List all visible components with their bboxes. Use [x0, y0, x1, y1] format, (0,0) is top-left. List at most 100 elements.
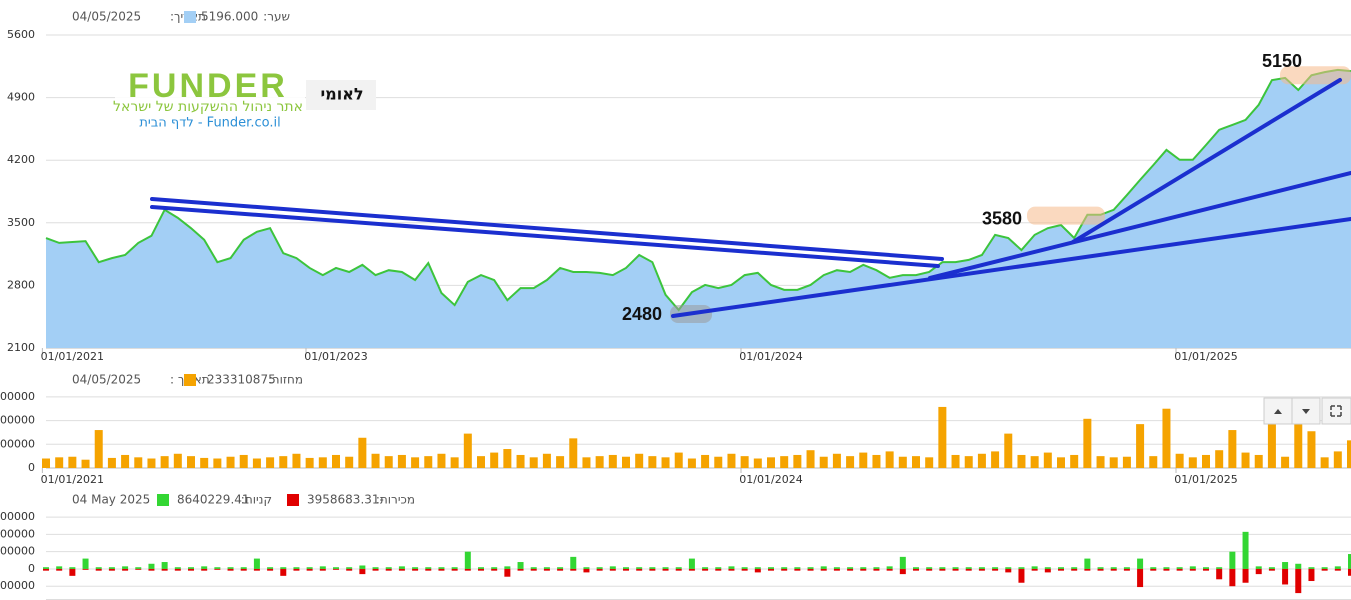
- y-tick-label: 0: [28, 562, 35, 575]
- volume-bar: [55, 457, 64, 468]
- volume-bar: [1057, 457, 1065, 468]
- y-tick-label: 2100: [7, 341, 35, 354]
- volume-bar: [1122, 456, 1131, 468]
- y-tick-label: 0: [28, 461, 35, 474]
- fullscreen-button[interactable]: [1321, 397, 1351, 425]
- sell-bar: [161, 568, 168, 571]
- volume-bar: [318, 457, 327, 468]
- logo-box[interactable]: [115, 72, 305, 130]
- sell-bar: [1031, 568, 1038, 571]
- sell-bar: [43, 568, 49, 571]
- buy-bar: [913, 567, 919, 569]
- buy-bar: [939, 567, 946, 569]
- sell-bar: [952, 568, 959, 571]
- buy-bar: [95, 567, 102, 569]
- volume-bar: [1320, 457, 1329, 468]
- sell-bar: [95, 568, 102, 571]
- buy-bar: [517, 562, 524, 569]
- sell-bar: [56, 568, 63, 571]
- sell-bar: [346, 568, 353, 571]
- volume-bar: [187, 456, 195, 468]
- volume-bar: [753, 458, 762, 468]
- buy-bar: [1189, 566, 1196, 569]
- trend-line: [150, 197, 944, 261]
- sell-bar: [372, 568, 379, 571]
- volume-bar: [542, 453, 551, 468]
- sell-bar: [412, 568, 419, 571]
- buy-bar: [899, 556, 906, 569]
- buy-bar: [372, 567, 379, 569]
- logo[interactable]: FUNDER: [128, 67, 288, 105]
- sell-bar: [965, 568, 972, 571]
- sell-bar: [306, 568, 313, 571]
- sell-bar: [860, 568, 867, 571]
- sell-bar: [583, 568, 590, 573]
- legend-label: שער:: [263, 10, 290, 24]
- buy-bar: [992, 567, 999, 569]
- volume-bar: [556, 456, 565, 468]
- buy-bar: [201, 566, 208, 569]
- sell-bar: [1044, 568, 1051, 573]
- volume-bar: [661, 457, 670, 468]
- buy-bar: [1044, 567, 1051, 569]
- buy-bar: [43, 567, 49, 569]
- sell-bar: [1137, 568, 1144, 588]
- sell-bar: [609, 568, 616, 571]
- sell-bar: [504, 568, 511, 577]
- buy-bar: [412, 567, 419, 569]
- buy-bar: [807, 567, 814, 569]
- x-tick-label: 01/01/2025: [1174, 473, 1237, 486]
- buy-bar: [1005, 567, 1012, 569]
- volume-bar: [977, 453, 986, 468]
- sell-bar: [425, 568, 432, 571]
- volume-bar: [332, 454, 340, 468]
- legend-label: קניות:: [241, 493, 272, 507]
- sell-bar: [728, 568, 735, 571]
- buy-bar: [781, 567, 788, 569]
- buy-bar: [715, 567, 722, 569]
- sell-bar: [398, 568, 405, 571]
- volume-bar: [1070, 454, 1079, 468]
- sell-bar: [675, 568, 682, 571]
- buy-bar: [543, 567, 550, 569]
- buy-bar: [359, 565, 366, 569]
- legend-swatch: [184, 374, 196, 386]
- buy-bar: [1058, 567, 1064, 569]
- volume-bar: [806, 450, 815, 468]
- buy-bar: [926, 567, 933, 569]
- home-link[interactable]: לדף הבית - Funder.co.il: [139, 116, 280, 131]
- sell-bar: [662, 568, 669, 571]
- x-tick-label: 01/01/2023: [304, 350, 367, 363]
- volume-bar: [780, 456, 789, 468]
- legend-value: 5196.000: [201, 10, 258, 24]
- volume-bar: [384, 456, 393, 468]
- buy-bar: [425, 567, 432, 569]
- y-tick-label: 600000000: [0, 390, 35, 403]
- volume-bar: [450, 457, 459, 468]
- buy-bar: [148, 563, 155, 569]
- sell-bar: [1295, 568, 1302, 594]
- buy-bar: [1163, 567, 1170, 569]
- sell-bar: [201, 568, 208, 571]
- buy-bar: [662, 567, 669, 569]
- trend-lines: [150, 78, 1351, 318]
- volume-bar: [595, 456, 604, 468]
- sell-bar: [385, 568, 392, 571]
- sell-bar: [1176, 568, 1183, 571]
- sell-bar: [899, 568, 906, 575]
- volume-bar: [1241, 452, 1250, 468]
- volume-bar: [305, 457, 314, 468]
- volume-bar: [345, 456, 354, 468]
- buy-bar: [69, 567, 76, 569]
- trend-line: [150, 205, 940, 268]
- sell-bar: [557, 568, 564, 571]
- buy-bar: [530, 567, 537, 569]
- buy-bar: [820, 566, 827, 569]
- buy-bar: [833, 567, 840, 569]
- sell-bar: [108, 568, 115, 571]
- buy-bar: [1321, 567, 1328, 569]
- sell-bar: [939, 568, 946, 571]
- legend-value: 3958683.31-: [307, 493, 384, 507]
- sell-bar: [240, 568, 247, 571]
- sell-bar: [1110, 568, 1117, 571]
